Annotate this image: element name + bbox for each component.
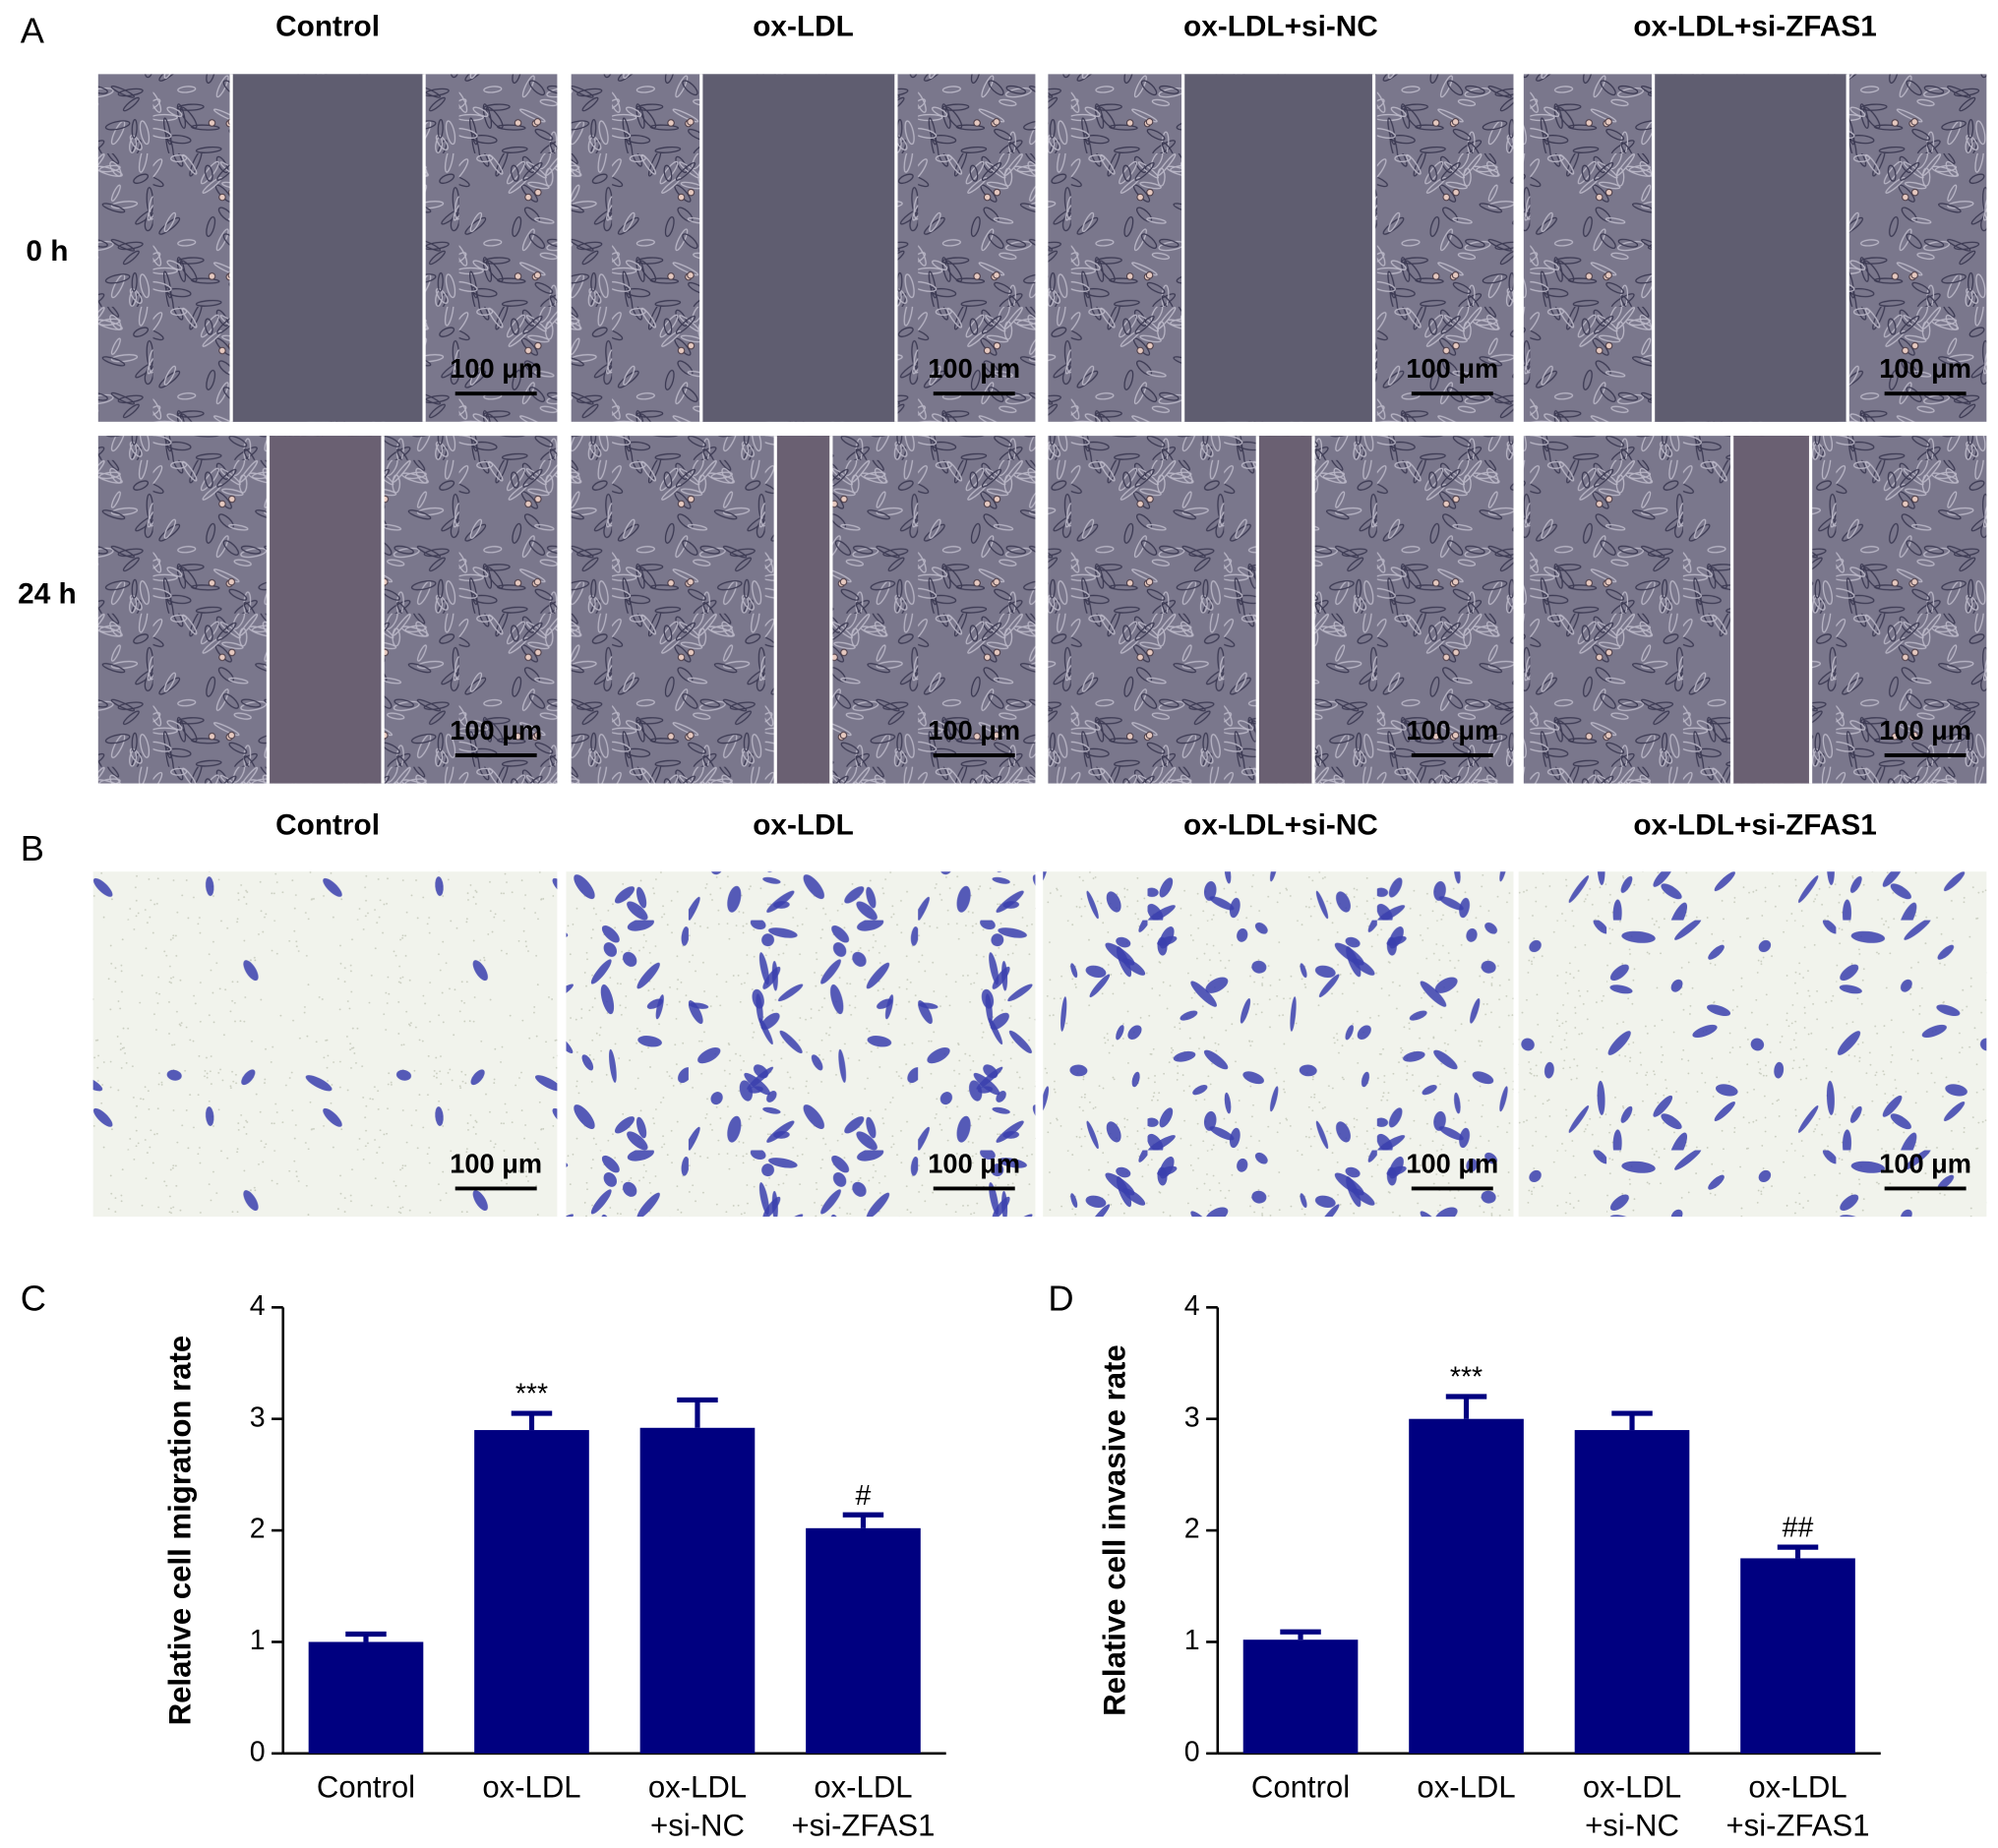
scale-bar-label: 100 μm	[1406, 353, 1498, 384]
y-tick-label: 3	[250, 1401, 266, 1433]
scratch-gap	[268, 436, 384, 784]
y-axis-label: Relative cell invasive rate	[1098, 1344, 1132, 1716]
panel-label: B	[21, 828, 44, 868]
bar	[308, 1641, 424, 1754]
scale-bar-label: 100 μm	[1879, 353, 1971, 384]
panel-label: C	[21, 1278, 46, 1318]
panel-label: A	[21, 10, 45, 50]
column-header: ox-LDL+si-ZFAS1	[1633, 809, 1876, 842]
scratch-gap	[231, 74, 425, 422]
scale-bar-label: 100 μm	[1879, 1148, 1971, 1178]
bar	[1740, 1558, 1855, 1754]
scale-bar-label: 100 μm	[450, 715, 542, 745]
scale-bar-label: 100 μm	[928, 715, 1020, 745]
column-header: ox-LDL	[753, 809, 854, 842]
y-tick-label: 2	[1184, 1514, 1200, 1545]
x-tick-label: +si-NC	[1585, 1808, 1679, 1842]
scale-bar-label: 100 μm	[1406, 715, 1498, 745]
column-header: ox-LDL	[753, 10, 854, 42]
scale-bar-label: 100 μm	[1879, 715, 1971, 745]
y-axis-label: Relative cell migration rate	[163, 1336, 198, 1726]
significance: #	[856, 1480, 872, 1512]
y-tick-label: 1	[1184, 1625, 1200, 1656]
micrograph	[566, 871, 1036, 1218]
significance: ##	[1783, 1513, 1814, 1544]
x-tick-label: ox-LDL	[648, 1769, 747, 1804]
y-tick-label: 0	[1184, 1736, 1200, 1767]
column-header: ox-LDL+si-ZFAS1	[1633, 10, 1876, 42]
y-tick-label: 2	[250, 1514, 266, 1545]
panel-label: D	[1048, 1278, 1073, 1318]
micrograph	[1043, 871, 1514, 1218]
scratch-gap	[1731, 436, 1811, 784]
column-header: Control	[275, 809, 380, 842]
scratch-gap	[775, 436, 831, 784]
significance: ***	[1450, 1362, 1483, 1394]
bar	[639, 1427, 756, 1754]
row-label: 24 h	[18, 577, 77, 610]
y-tick-label: 3	[1184, 1401, 1200, 1433]
y-tick-label: 4	[1184, 1290, 1200, 1322]
micrograph	[92, 871, 558, 1218]
scale-bar-label: 100 μm	[450, 1148, 542, 1178]
row-label: 0 h	[26, 235, 68, 268]
x-tick-label: ox-LDL	[1417, 1769, 1515, 1804]
bar	[806, 1527, 921, 1754]
column-header: ox-LDL+si-NC	[1183, 809, 1378, 842]
x-tick-label: +si-ZFAS1	[1726, 1808, 1870, 1842]
bar	[1574, 1430, 1690, 1754]
x-tick-label: ox-LDL	[814, 1769, 912, 1804]
scratch-gap	[1653, 74, 1848, 422]
scratch-gap	[1257, 436, 1314, 784]
bar	[1409, 1418, 1524, 1754]
x-tick-label: +si-ZFAS1	[791, 1808, 935, 1842]
scratch-gap	[1182, 74, 1374, 422]
bar	[1242, 1639, 1359, 1754]
x-tick-label: ox-LDL	[1583, 1769, 1681, 1804]
column-header: Control	[275, 10, 380, 42]
scale-bar-label: 100 μm	[450, 353, 542, 384]
micrograph	[1518, 871, 1987, 1218]
scratch-gap	[700, 74, 896, 422]
y-tick-label: 1	[250, 1625, 266, 1656]
scale-bar-label: 100 μm	[1406, 1148, 1498, 1178]
column-header: ox-LDL+si-NC	[1183, 10, 1378, 42]
bar	[474, 1430, 589, 1754]
significance: ***	[515, 1379, 548, 1410]
x-tick-label: ox-LDL	[482, 1769, 580, 1804]
y-tick-label: 0	[250, 1736, 266, 1767]
x-tick-label: Control	[1251, 1769, 1350, 1804]
x-tick-label: ox-LDL	[1748, 1769, 1847, 1804]
x-tick-label: +si-NC	[650, 1808, 745, 1842]
scale-bar-label: 100 μm	[928, 353, 1020, 384]
x-tick-label: Control	[317, 1769, 415, 1804]
scale-bar-label: 100 μm	[928, 1148, 1020, 1178]
y-tick-label: 4	[250, 1290, 266, 1322]
